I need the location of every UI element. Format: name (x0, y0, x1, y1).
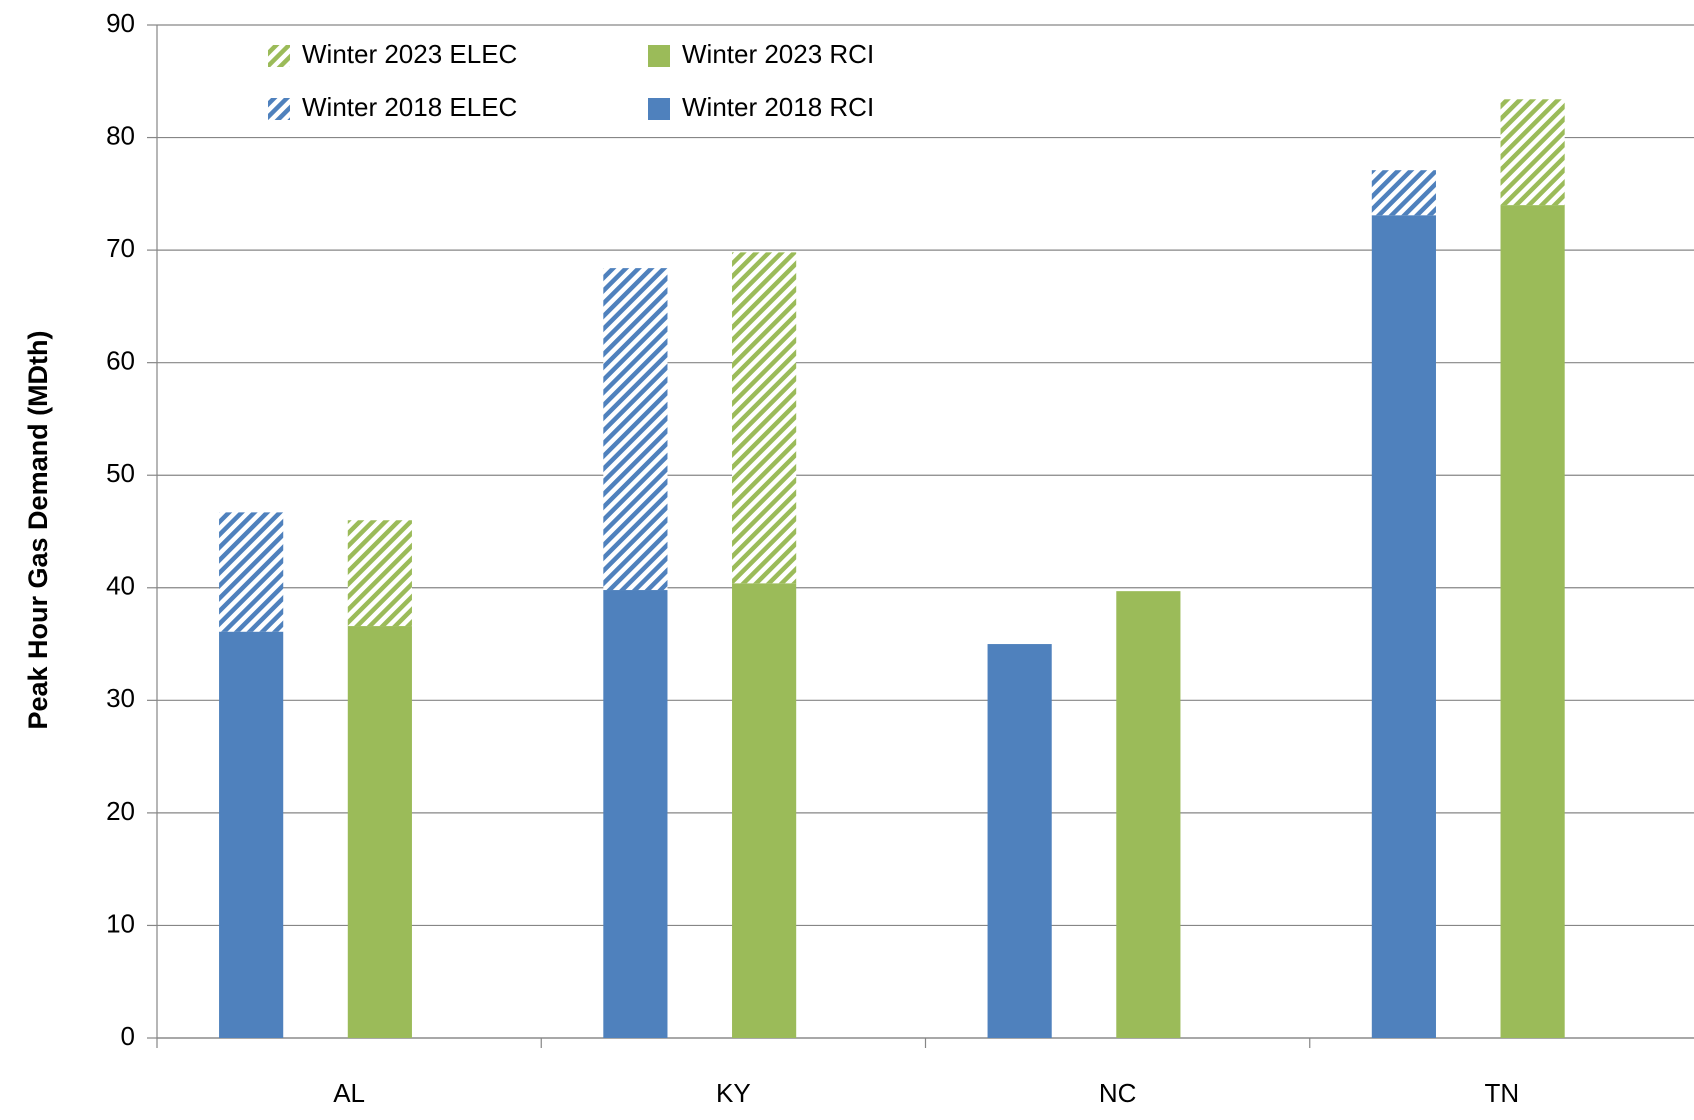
bar-segment (1500, 205, 1565, 1039)
bar-segment (732, 583, 797, 1038)
bar-segment (219, 631, 284, 1038)
y-tick-label: 50 (106, 458, 135, 488)
bar-segment (603, 590, 668, 1038)
bar-segment (1371, 170, 1436, 216)
y-tick-label: 80 (106, 120, 135, 150)
legend-swatch (648, 45, 670, 67)
bar-segment (1371, 215, 1436, 1039)
legend-label: Winter 2018 ELEC (302, 92, 517, 122)
legend-label: Winter 2018 RCI (682, 92, 874, 122)
legend-label: Winter 2023 RCI (682, 39, 874, 69)
y-tick-label: 70 (106, 233, 135, 263)
bar-segment (732, 252, 797, 584)
legend-swatch (268, 98, 290, 120)
y-tick-label: 10 (106, 908, 135, 938)
legend-swatch (648, 98, 670, 120)
bar-segment (219, 512, 284, 632)
bar-segment (1500, 99, 1565, 206)
y-tick-label: 60 (106, 346, 135, 376)
y-tick-label: 30 (106, 683, 135, 713)
y-tick-label: 0 (121, 1021, 135, 1051)
legend-swatch (268, 45, 290, 67)
x-tick-label: TN (1485, 1078, 1520, 1108)
x-tick-label: KY (716, 1078, 751, 1108)
y-tick-label: 20 (106, 796, 135, 826)
y-tick-label: 40 (106, 571, 135, 601)
bar-segment (347, 520, 412, 627)
x-tick-label: NC (1099, 1078, 1137, 1108)
y-axis-title: Peak Hour Gas Demand (MDth) (23, 330, 53, 729)
x-tick-label: AL (333, 1078, 365, 1108)
legend-label: Winter 2023 ELEC (302, 39, 517, 69)
bar-segment (347, 626, 412, 1038)
bar-segment (987, 644, 1052, 1038)
y-tick-label: 90 (106, 8, 135, 38)
bar-segment (1116, 591, 1181, 1038)
bar-segment (603, 268, 668, 591)
